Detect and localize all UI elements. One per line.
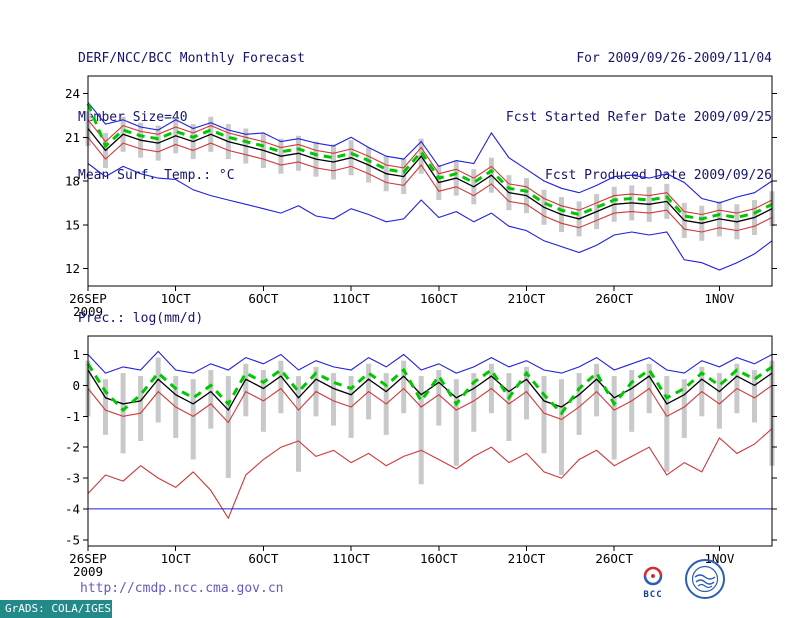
- forecast-range-label: For 2009/09/26-2009/11/04: [576, 51, 772, 66]
- x-tick-sublabel: 2009: [73, 564, 103, 578]
- y-tick-label: -5: [65, 532, 80, 547]
- x-tick-label: 21OCT: [508, 291, 546, 306]
- x-tick-label: 16OCT: [420, 551, 458, 566]
- y-tick-label: 18: [65, 174, 80, 189]
- x-tick-label: 26OCT: [595, 551, 633, 566]
- series-plus-sd: [87, 119, 773, 216]
- bcc-logo-label: BCC: [643, 590, 663, 600]
- x-tick-label: 26SEP: [69, 551, 107, 566]
- y-tick-label: 12: [65, 261, 80, 276]
- series-observation-dashed: [86, 363, 773, 416]
- x-tick-label: 26OCT: [595, 291, 633, 306]
- y-tick-label: -1: [65, 409, 80, 424]
- series-ensemble-min: [87, 163, 773, 271]
- grads-stamp: GrADS: COLA/IGES: [0, 600, 112, 618]
- y-tick-label: 0: [72, 378, 80, 393]
- y-tick-label: 24: [65, 86, 80, 101]
- y-tick-label: -2: [65, 440, 80, 455]
- plot-frame: [87, 335, 773, 547]
- x-tick-sublabel: 2009: [73, 304, 103, 318]
- precip-chart-title: Prec.: log(mm/d): [78, 311, 204, 326]
- cma-logo: [685, 559, 725, 599]
- x-tick-label: 6OCT: [248, 291, 279, 306]
- y-tick-label: 21: [65, 130, 80, 145]
- x-tick-label: 11OCT: [332, 551, 370, 566]
- bcc-logo-swirl-icon: [643, 566, 663, 586]
- x-tick-label: 1OCT: [161, 551, 192, 566]
- x-tick-label: 6OCT: [248, 551, 279, 566]
- x-tick-label: 1OCT: [161, 291, 192, 306]
- y-axis: 24 21 18 15 12: [65, 86, 777, 276]
- x-tick-label: 11OCT: [332, 291, 370, 306]
- y-tick-label: 15: [65, 217, 80, 232]
- series-observation-dashed: [86, 103, 773, 221]
- bcc-logo: BCC: [634, 564, 672, 600]
- series-minus-sd: [87, 384, 773, 424]
- x-tick-label: 21OCT: [508, 551, 546, 566]
- source-url: http://cmdp.ncc.cma.gov.cn: [80, 581, 284, 596]
- refer-date-label: Fcst Started Refer Date 2009/09/25: [505, 109, 772, 125]
- page-title: DERF/NCC/BCC Monthly Forecast: [78, 51, 305, 66]
- x-tick-label: 1NOV: [704, 291, 735, 306]
- y-axis: 1 0 -1 -2 -3 -4 -5: [65, 347, 777, 547]
- series-minus-sd: [87, 136, 773, 233]
- spread-bars: [85, 357, 775, 485]
- series-ensemble-min: [87, 428, 773, 520]
- series-ensemble-max: [87, 101, 773, 204]
- series-ensemble-mean: [87, 128, 773, 224]
- y-tick-label: 1: [72, 347, 80, 362]
- x-tick-label: 26SEP: [69, 291, 107, 306]
- y-tick-label: -3: [65, 471, 80, 486]
- series-ensemble-max: [87, 350, 773, 374]
- y-tick-label: -4: [65, 501, 80, 516]
- plot-frame: [87, 75, 773, 287]
- series-ensemble-mean: [87, 369, 773, 412]
- x-tick-label: 16OCT: [420, 291, 458, 306]
